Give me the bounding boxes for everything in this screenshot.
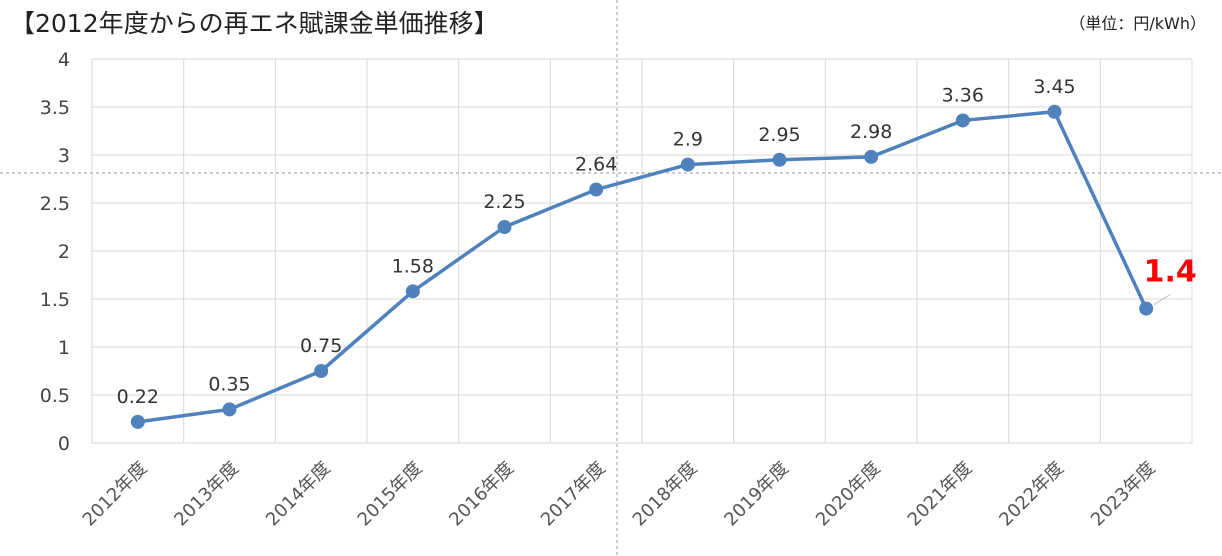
data-label: 2.64	[575, 154, 617, 176]
data-point	[680, 157, 695, 172]
data-point	[1047, 104, 1062, 119]
data-label: 3.36	[942, 84, 984, 106]
x-tick-label: 2022年度	[995, 458, 1068, 531]
data-label: 0.75	[300, 335, 342, 357]
data-point	[314, 364, 329, 378]
data-point	[772, 152, 787, 167]
data-label: 2.95	[758, 124, 800, 146]
x-tick-label: 2016年度	[445, 458, 518, 531]
data-points	[130, 104, 1154, 429]
data-label: 0.35	[208, 373, 250, 395]
data-label: 3.45	[1033, 76, 1075, 98]
y-tick-label: 0.5	[40, 385, 70, 407]
chart-title: 【2012年度からの再エネ賦課金単価推移】	[10, 9, 499, 38]
data-point	[130, 414, 145, 429]
y-axis: 0 0.5 1 1.5 2 2.5 3 3.5 4	[40, 49, 70, 455]
y-tick-label: 3	[58, 145, 70, 167]
y-tick-label: 1	[58, 337, 70, 359]
x-tick-label: 2017年度	[537, 458, 610, 531]
data-point	[864, 149, 879, 164]
x-tick-label: 2020年度	[812, 458, 885, 531]
data-label: 0.22	[117, 386, 159, 408]
data-label: 1.58	[392, 255, 434, 277]
unit-label: （単位：円/kWh）	[1069, 14, 1206, 33]
y-tick-label: 2	[58, 241, 70, 263]
x-tick-label: 2012年度	[79, 458, 152, 531]
x-axis: 2012年度 2013年度 2014年度 2015年度 2016年度 2017年度 2018…	[79, 458, 1160, 531]
y-tick-label: 2.5	[40, 193, 70, 215]
x-tick-label: 2013年度	[170, 458, 243, 531]
y-tick-label: 3.5	[40, 97, 70, 119]
data-point	[1139, 301, 1154, 316]
x-tick-label: 2023年度	[1087, 458, 1160, 531]
data-point	[405, 284, 420, 299]
y-tick-label: 0	[58, 433, 70, 455]
grid-lines	[91, 58, 1193, 444]
x-tick-label: 2018年度	[629, 458, 702, 531]
data-label: 2.25	[483, 191, 525, 213]
data-label: 2.98	[850, 121, 892, 143]
y-tick-label: 4	[58, 49, 70, 71]
label-leader-line	[1153, 294, 1171, 306]
data-point	[222, 402, 237, 417]
series-line	[136, 110, 1148, 424]
series-polyline	[136, 110, 1148, 424]
x-tick-label: 2014年度	[262, 458, 335, 531]
data-point	[955, 113, 970, 128]
y-tick-label: 1.5	[40, 289, 70, 311]
data-labels: 0.22 0.35 0.75 1.58 2.25 2.64 2.9 2.95 2.98 3.36 3…	[117, 76, 1197, 408]
data-point	[589, 182, 604, 197]
x-tick-label: 2021年度	[904, 458, 977, 531]
data-point	[497, 220, 512, 234]
data-label-highlight: 1.4	[1144, 255, 1197, 290]
x-tick-label: 2015年度	[354, 458, 427, 531]
data-label: 2.9	[673, 129, 703, 151]
x-tick-label: 2019年度	[720, 458, 793, 531]
